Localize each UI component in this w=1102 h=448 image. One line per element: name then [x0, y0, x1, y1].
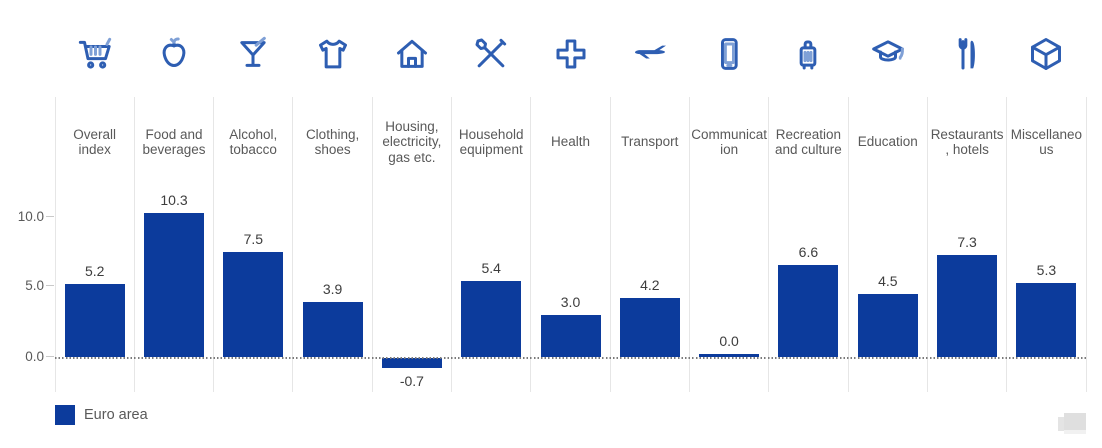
column-separator — [530, 97, 532, 392]
bar-value-label: 10.3 — [160, 191, 188, 208]
bar[interactable] — [64, 284, 125, 357]
column-separator — [292, 97, 294, 392]
bar[interactable] — [461, 281, 522, 357]
legend-item[interactable]: Euro area — [55, 405, 148, 425]
column-separator — [371, 97, 373, 392]
tshirt-icon — [313, 34, 353, 74]
category-label: Food and beverages — [142, 126, 206, 158]
zero-baseline — [55, 357, 1086, 359]
watermark-part — [1064, 413, 1086, 431]
bar[interactable] — [778, 264, 839, 357]
legend-swatch — [55, 405, 75, 425]
column-separator — [451, 97, 453, 392]
legend-label: Euro area — [84, 407, 148, 423]
bar-value-label: 4.5 — [878, 273, 898, 289]
category-label: Clothing, shoes — [305, 126, 360, 158]
bar[interactable] — [381, 358, 442, 368]
column-separator — [609, 97, 611, 392]
watermark-part — [1058, 417, 1066, 431]
bar-value-label: 3.9 — [322, 281, 343, 298]
cube-icon — [1026, 34, 1066, 74]
column-separator — [847, 97, 849, 392]
column-separator — [689, 97, 690, 392]
y-axis-tick-label: 5.0 — [25, 278, 44, 293]
category-label: Education — [857, 134, 918, 150]
luggage-icon — [788, 34, 828, 74]
bar[interactable] — [302, 302, 363, 357]
bar-value-label: 0.0 — [719, 333, 739, 349]
shopping-cart-icon — [75, 34, 115, 74]
bar[interactable] — [540, 315, 601, 357]
column-separator — [1006, 97, 1008, 392]
tools-icon — [471, 34, 511, 74]
fork-knife-icon — [947, 34, 987, 74]
bar[interactable] — [937, 254, 998, 357]
mobile-phone-icon — [709, 34, 749, 74]
bar[interactable] — [144, 212, 204, 357]
graduation-cap-icon — [868, 34, 908, 74]
category-label: Housing, electricity, gas etc. — [382, 118, 442, 165]
cocktail-icon — [233, 34, 273, 74]
bar-value-label: -0.7 — [399, 372, 424, 389]
bar-value-label: 4.2 — [640, 277, 660, 294]
bar[interactable] — [857, 294, 918, 357]
column-separator — [213, 97, 215, 392]
bar[interactable] — [699, 354, 760, 357]
health-cross-icon — [551, 34, 591, 74]
bar-value-label: 7.5 — [243, 231, 264, 247]
category-label: Household equipment — [458, 126, 524, 158]
y-axis-tick-mark — [46, 356, 54, 357]
bar-value-label: 5.4 — [481, 260, 501, 277]
watermark-part — [1064, 430, 1086, 434]
y-axis-tick-mark — [46, 216, 54, 217]
category-label: Alcohol, tobacco — [229, 126, 278, 158]
bar-value-label: 7.3 — [957, 233, 977, 250]
house-icon — [392, 34, 432, 74]
category-label: Recreation and culture — [774, 126, 842, 158]
category-label: Transport — [621, 134, 679, 150]
column-separator — [54, 97, 56, 392]
category-label: Communication — [691, 126, 767, 158]
category-label: Restaurants, hotels — [930, 126, 1004, 158]
airplane-icon — [630, 34, 670, 74]
bar[interactable] — [223, 252, 284, 357]
category-label: Health — [550, 134, 591, 150]
column-separator — [926, 97, 928, 392]
apple-icon — [154, 34, 194, 74]
bar-value-label: 5.2 — [84, 263, 105, 280]
column-separator — [768, 97, 770, 392]
category-label: Miscellaneous — [1010, 126, 1083, 158]
y-axis-tick-mark — [46, 285, 54, 286]
y-axis-tick-label: 0.0 — [25, 349, 44, 364]
bar-value-label: 3.0 — [560, 294, 581, 310]
watermark-blob — [1058, 412, 1088, 434]
bar[interactable] — [619, 298, 680, 357]
bar-value-label: 5.3 — [1036, 261, 1057, 278]
column-separator — [133, 97, 135, 392]
category-label: Overall index — [73, 126, 117, 158]
column-separator — [1085, 97, 1087, 392]
bar[interactable] — [1016, 282, 1077, 357]
y-axis-tick-label: 10.0 — [17, 209, 44, 224]
bar-value-label: 6.6 — [798, 243, 819, 260]
